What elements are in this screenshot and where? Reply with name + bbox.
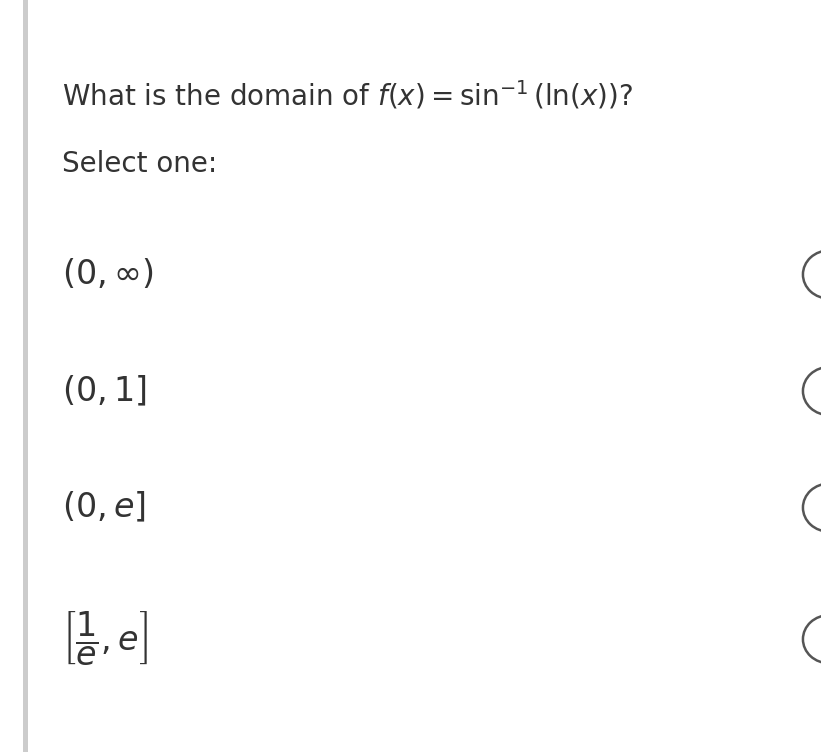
Text: $(0,e]$: $(0,e]$ — [62, 490, 145, 525]
Circle shape — [803, 367, 821, 415]
Text: Select one:: Select one: — [62, 150, 217, 178]
Text: What is the domain of $f(x)=\sin^{-1}(\mathrm{ln}(x))$?: What is the domain of $f(x)=\sin^{-1}(\m… — [62, 79, 633, 112]
Circle shape — [803, 250, 821, 299]
Text: $(0,1]$: $(0,1]$ — [62, 374, 146, 408]
Circle shape — [803, 484, 821, 532]
Bar — [23, 0, 28, 752]
Circle shape — [803, 615, 821, 663]
Text: $\left[\dfrac{1}{e},e\right]$: $\left[\dfrac{1}{e},e\right]$ — [62, 610, 148, 669]
Text: $(0,\infty)$: $(0,\infty)$ — [62, 257, 153, 292]
